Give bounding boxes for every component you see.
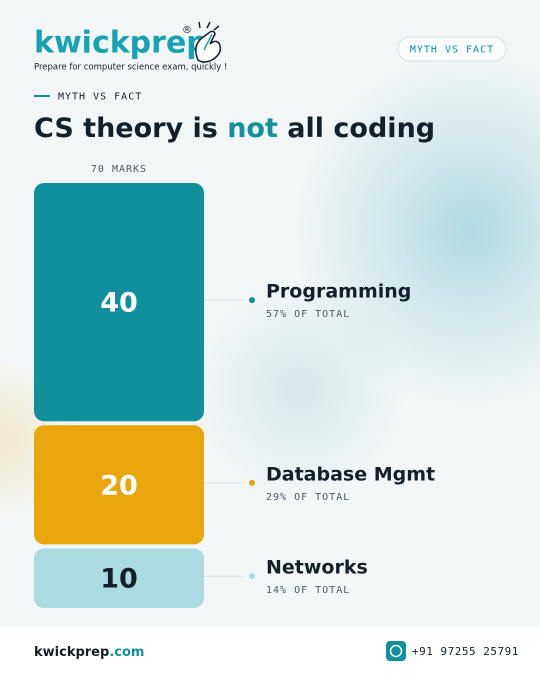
share-label: 29% OF TOTAL [266,492,350,503]
site-tld: .com [109,645,144,660]
value-label: 10 [100,564,138,595]
legend-name: Database Mgmt [266,463,435,485]
legend-name: Networks [266,557,368,579]
legend-name: Programming [266,281,411,303]
chart-title: CS theory is not all coding [34,113,435,144]
kicker: MYTH VS FACT [58,92,142,103]
share-label: 57% OF TOTAL [266,309,350,320]
bar-segment [34,183,204,422]
brand-name: kwickprep [34,26,208,61]
title-part: all coding [287,113,435,144]
value-label: 40 [100,288,138,319]
total-label: 70 MARKS [91,164,147,175]
brand-tagline: Prepare for computer science exam, quick… [34,63,227,73]
footer-bg [0,627,540,675]
footer-phone: +91 97255 25791 [412,645,519,658]
footer-site: kwickprep.com [34,645,144,660]
title-part: CS theory is [34,113,218,144]
share-label: 14% OF TOTAL [266,585,350,596]
bar-segment [34,425,204,545]
legend-dot [249,479,255,486]
badge-bg [397,36,507,62]
whatsapp-icon [386,641,406,661]
site-name: kwickprep [34,645,109,660]
title-highlight: not [227,113,278,144]
legend-dot [249,297,255,304]
value-label: 20 [100,470,138,501]
badge: MYTH VS FACT [410,45,494,56]
whatsapp-glyph [389,644,403,658]
brand-icon [195,21,222,63]
bar-segment [34,548,204,608]
brand-mark: ® [182,25,192,36]
legend-dot [249,573,255,580]
